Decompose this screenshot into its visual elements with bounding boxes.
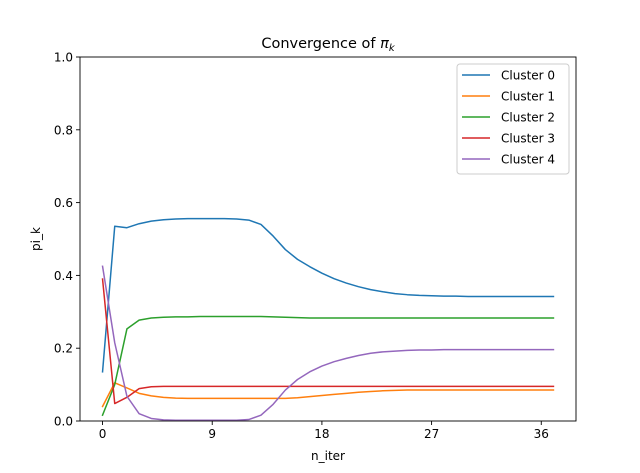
x-tick-label: 18 xyxy=(314,427,329,441)
y-tick-label: 0.0 xyxy=(54,415,73,429)
legend-label-cluster-0: Cluster 0 xyxy=(501,69,555,83)
x-tick-label: 36 xyxy=(534,427,549,441)
y-tick-label: 1.0 xyxy=(54,51,73,65)
legend-box xyxy=(456,63,570,175)
y-axis-label: pi_k xyxy=(29,227,43,251)
legend: Cluster 0 Cluster 1 Cluster 2 Cluster 3 Clus… xyxy=(456,63,570,175)
series-line-cluster-0 xyxy=(101,217,555,373)
legend-label-cluster-4: Cluster 4 xyxy=(501,153,555,167)
y-tick-label: 0.8 xyxy=(54,123,73,137)
x-tick-label: 27 xyxy=(424,427,439,441)
legend-label-cluster-2: Cluster 2 xyxy=(501,111,555,125)
series-line-cluster-4 xyxy=(101,265,555,422)
legend-label-cluster-1: Cluster 1 xyxy=(501,90,555,104)
series-line-cluster-3 xyxy=(101,278,555,405)
series-line-cluster-1 xyxy=(101,382,555,408)
chart-title: Convergence of πk xyxy=(261,36,396,54)
x-axis-label: n_iter xyxy=(311,449,345,463)
y-tick-label: 0.6 xyxy=(54,196,73,210)
x-tick-label: 0 xyxy=(99,427,107,441)
x-tick-label: 9 xyxy=(208,427,216,441)
legend-label-cluster-3: Cluster 3 xyxy=(501,132,555,146)
plot-frame xyxy=(79,56,577,422)
series-line-cluster-2 xyxy=(101,315,555,417)
y-tick-label: 0.2 xyxy=(54,342,73,356)
y-tick-label: 0.4 xyxy=(54,269,73,283)
